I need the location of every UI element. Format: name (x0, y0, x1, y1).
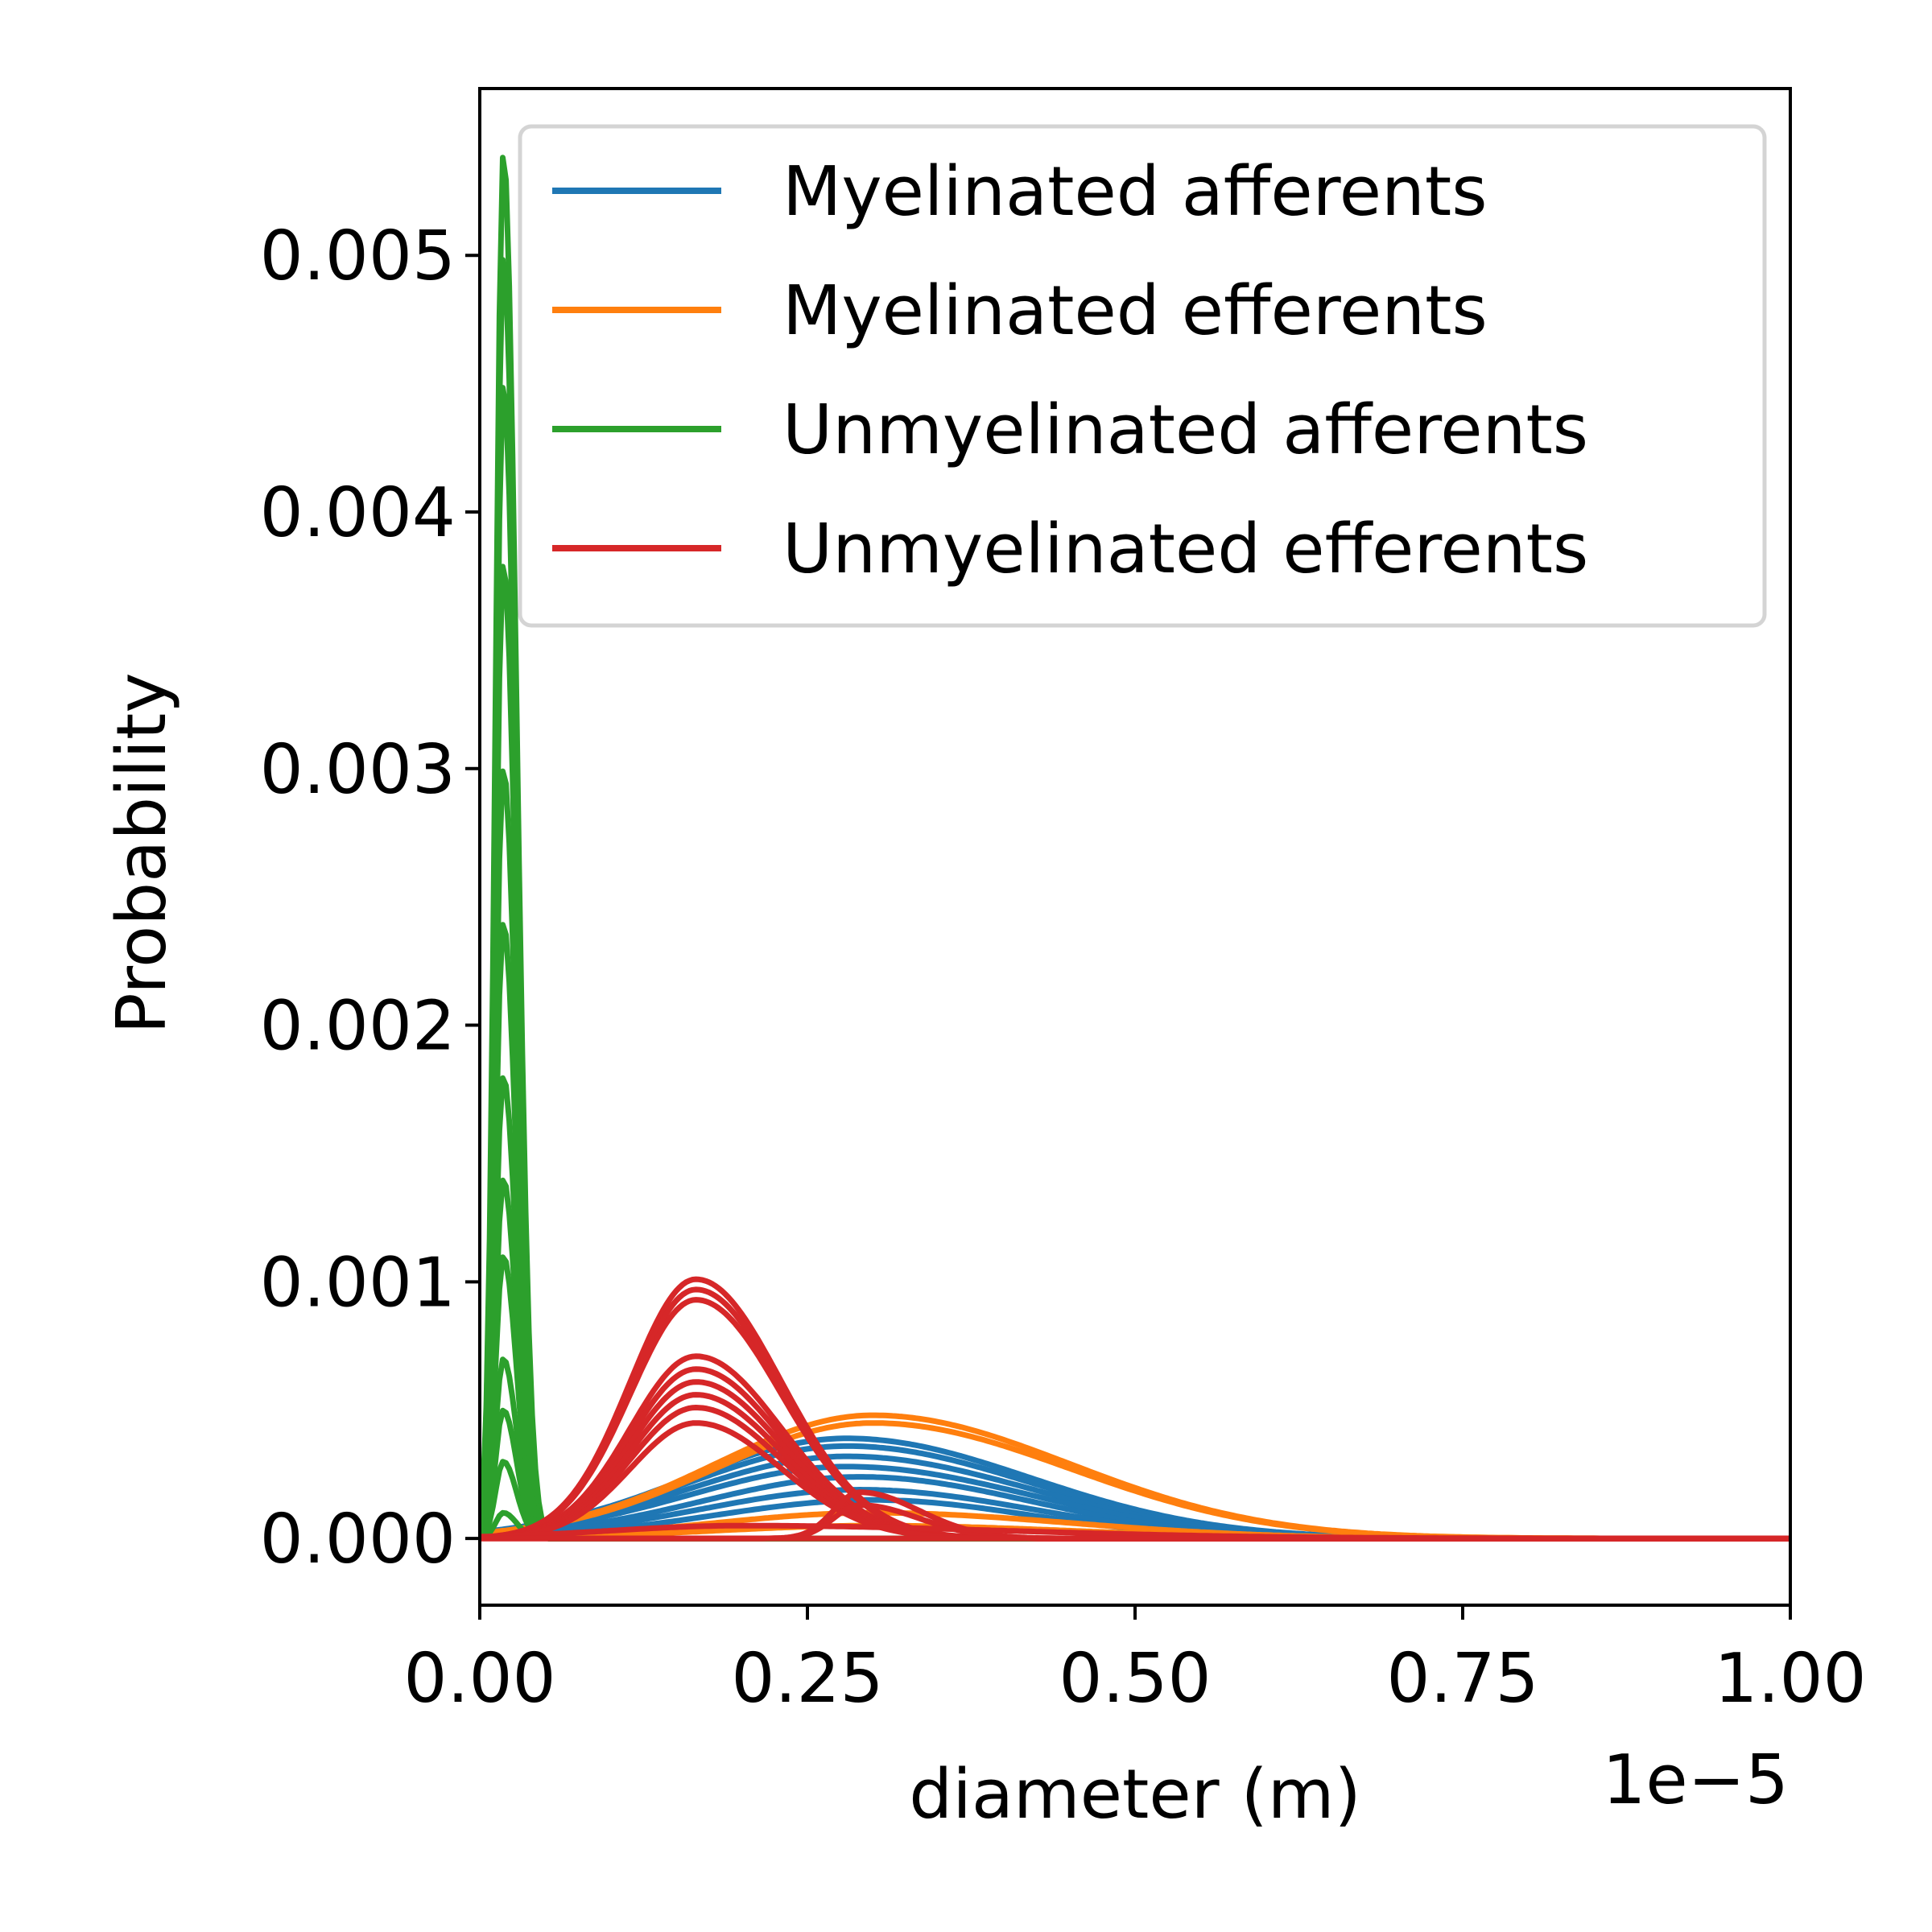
y-tick-label: 0.002 (260, 987, 456, 1067)
legend-label: Myelinated afferents (782, 152, 1488, 232)
x-axis: 0.00 0.25 0.50 0.75 1.00 (403, 1605, 1867, 1719)
legend-box (518, 124, 1767, 628)
x-tick-label: 0.00 (403, 1639, 555, 1719)
x-tick-label: 0.50 (1059, 1639, 1211, 1719)
y-axis: 0.000 0.001 0.002 0.003 0.004 0.005 (260, 217, 480, 1579)
x-tick-label: 0.25 (731, 1639, 883, 1719)
legend-label: Myelinated efferents (782, 271, 1488, 351)
y-tick-label: 0.000 (260, 1500, 456, 1579)
y-axis-label: Probability (102, 672, 182, 1034)
x-tick-label: 1.00 (1714, 1639, 1866, 1719)
legend-label: Unmyelinated afferents (782, 390, 1588, 470)
legend-label: Unmyelinated efferents (782, 510, 1588, 589)
x-axis-label: diameter (m) (909, 1755, 1360, 1835)
y-tick-label: 0.005 (260, 217, 456, 296)
series-3 (480, 1276, 1790, 1542)
y-tick-label: 0.004 (260, 473, 456, 553)
y-tick-label: 0.001 (260, 1243, 456, 1323)
plot-lines (480, 155, 1790, 1542)
legend: Myelinated afferents Myelinated efferents… (518, 124, 1767, 628)
x-offset-label: 1e−5 (1602, 1740, 1789, 1820)
y-tick-label: 0.003 (260, 730, 456, 810)
x-tick-label: 0.75 (1386, 1639, 1538, 1719)
